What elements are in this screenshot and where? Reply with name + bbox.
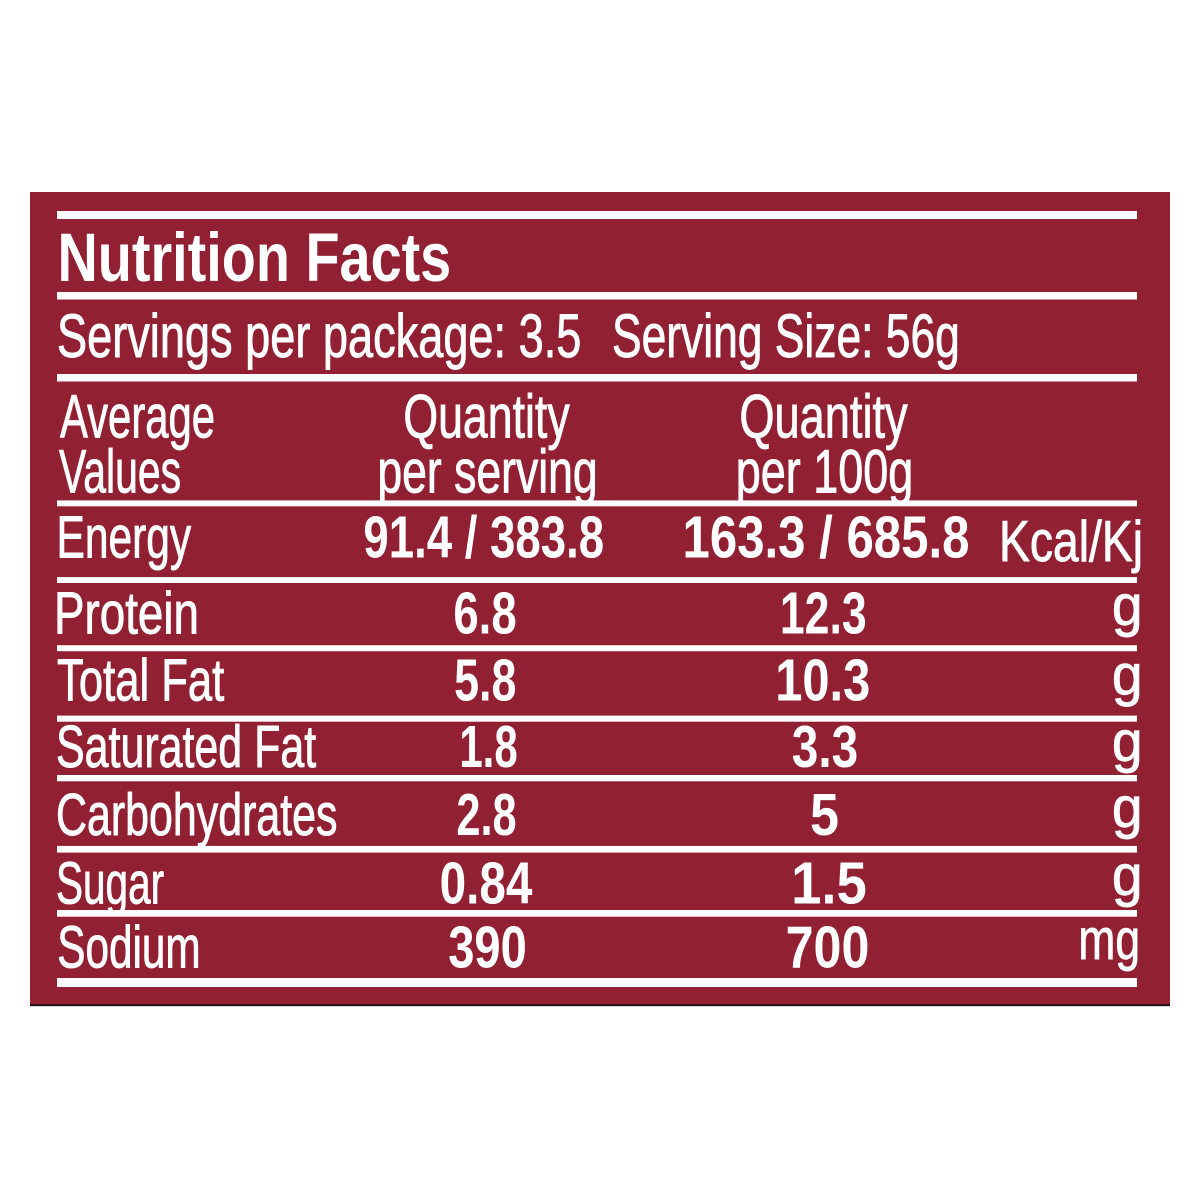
svg-text:Carbohydrates: Carbohydrates — [56, 782, 338, 848]
svg-text:2.8: 2.8 — [456, 781, 516, 848]
svg-text:Total Fat: Total Fat — [57, 648, 224, 714]
svg-text:g: g — [1112, 710, 1143, 774]
svg-text:Kcal/Kj: Kcal/Kj — [999, 510, 1143, 574]
svg-text:1.8: 1.8 — [459, 713, 517, 780]
svg-text:700: 700 — [786, 914, 870, 981]
svg-text:5: 5 — [810, 781, 839, 848]
svg-text:g: g — [1112, 844, 1143, 908]
svg-text:91.4 / 383.8: 91.4 / 383.8 — [363, 504, 604, 571]
svg-text:Servings per package: 3.5: Servings per package: 3.5 — [57, 302, 581, 370]
svg-text:Average: Average — [60, 383, 215, 451]
svg-text:mg: mg — [1078, 908, 1140, 972]
svg-text:12.3: 12.3 — [780, 580, 867, 647]
svg-text:1.5: 1.5 — [791, 850, 867, 917]
svg-text:per 100g: per 100g — [736, 438, 914, 506]
svg-text:Values: Values — [59, 438, 181, 506]
svg-text:Serving Size: 56g: Serving Size: 56g — [612, 302, 960, 370]
svg-text:163.3 / 685.8: 163.3 / 685.8 — [683, 504, 970, 571]
svg-text:Saturated Fat: Saturated Fat — [56, 714, 316, 780]
svg-text:Quantity: Quantity — [739, 383, 908, 451]
svg-text:g: g — [1112, 643, 1143, 707]
svg-text:Sodium: Sodium — [57, 915, 200, 981]
svg-text:5.8: 5.8 — [454, 647, 516, 714]
svg-text:10.3: 10.3 — [775, 647, 870, 714]
svg-text:6.8: 6.8 — [453, 580, 516, 647]
svg-text:g: g — [1112, 776, 1143, 840]
svg-text:390: 390 — [448, 914, 527, 981]
svg-text:Sugar: Sugar — [56, 851, 164, 917]
svg-text:Energy: Energy — [57, 505, 192, 571]
svg-text:g: g — [1112, 574, 1143, 638]
svg-text:0.84: 0.84 — [440, 850, 533, 917]
svg-text:Nutrition Facts: Nutrition Facts — [58, 219, 452, 296]
svg-text:3.3: 3.3 — [792, 713, 858, 780]
svg-text:per serving: per serving — [377, 438, 597, 506]
svg-text:Protein: Protein — [54, 581, 199, 647]
svg-text:Quantity: Quantity — [403, 383, 570, 451]
